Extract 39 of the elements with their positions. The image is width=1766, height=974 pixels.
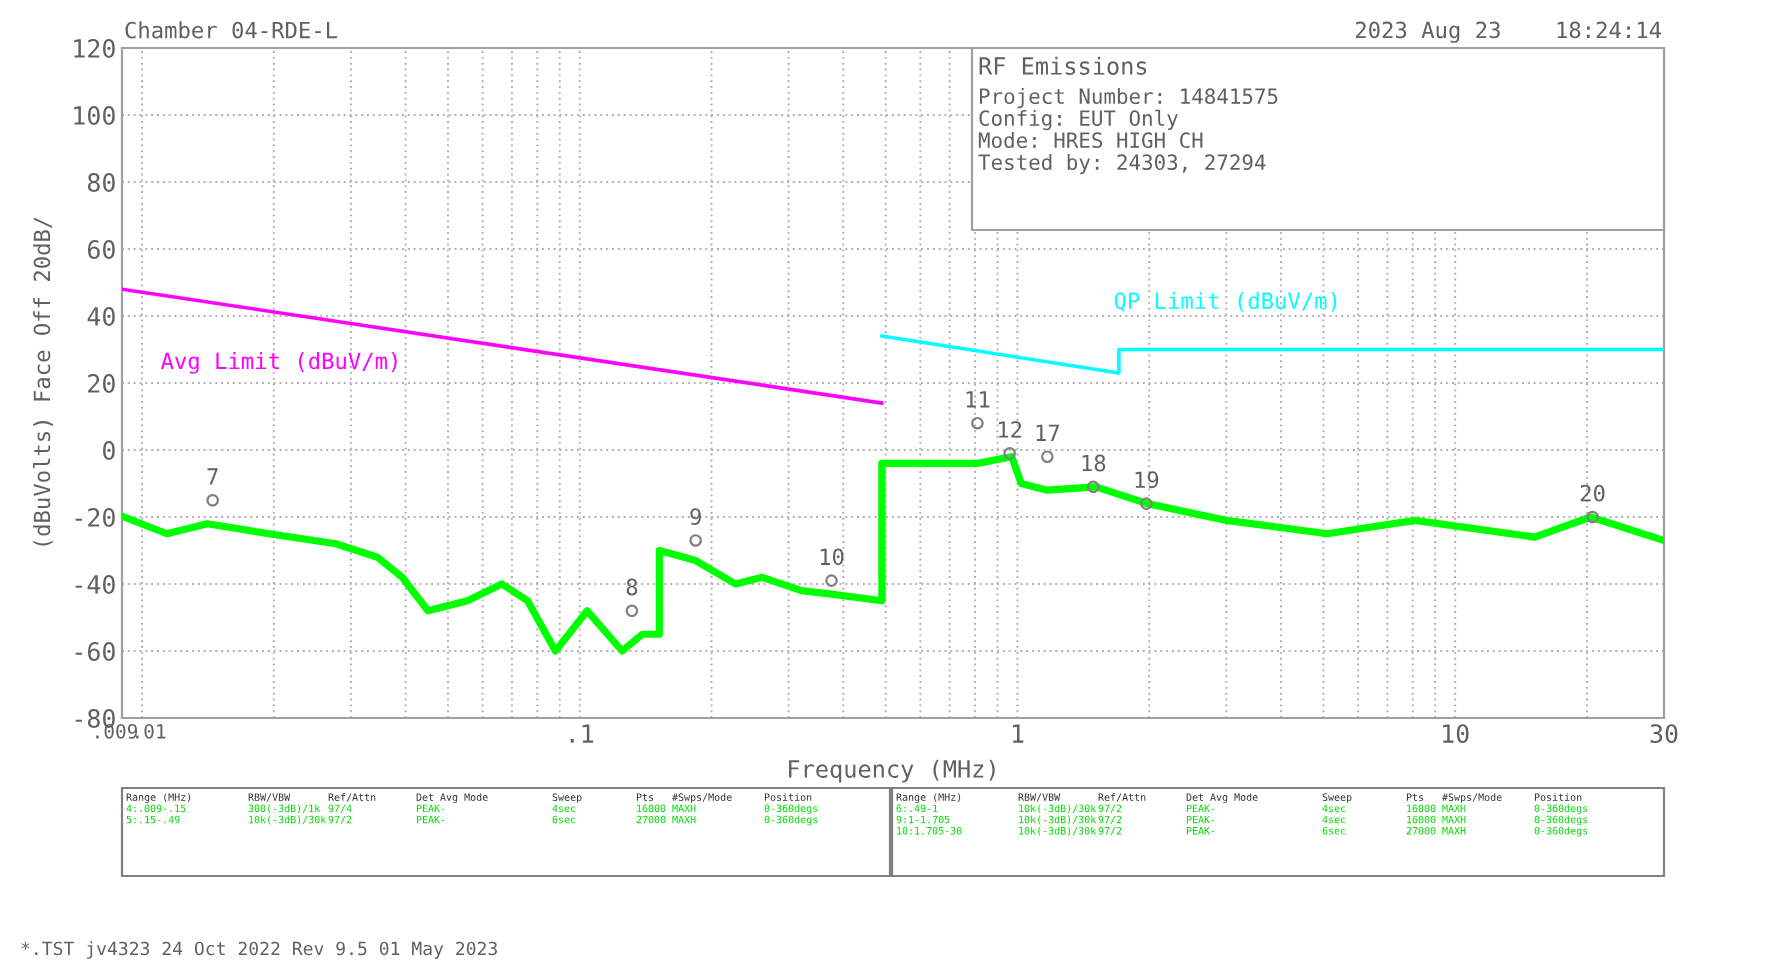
y-axis-title: (dBuVolts) Face Off 20dB/ [33, 217, 53, 546]
annotation: 19 [1135, 471, 1159, 489]
annotation: 17 [1036, 424, 1059, 441]
annotation: Tested by: 24303, 27294 [978, 153, 1266, 175]
annotation: Project Number: 14841575 [980, 87, 1278, 109]
x-axis-title: Frequency (MHz) [789, 759, 995, 783]
annotation: 18 [1082, 454, 1106, 472]
x-tick-label: 1 [1012, 724, 1024, 743]
x-tick-label: 30 [1650, 724, 1678, 744]
text: 2023 Aug 23 18:24:14 [1355, 21, 1661, 43]
y-tick-label: 60 [87, 240, 115, 259]
y-tick-label: 100 [74, 106, 115, 125]
x-tick-label: 10 [1443, 724, 1469, 744]
annotation: Config: EUT Only [979, 109, 1178, 131]
chart-title: RF Emissions [979, 56, 1147, 75]
annotation: Mode: HRES HIGH CH [978, 131, 1203, 149]
text: *.TST jv4323 24 Oct 2022 Rev 9.5 01 May 2023 [21, 941, 497, 959]
annotation: 8 [626, 578, 638, 596]
text: Chamber 04-RDE-L [125, 21, 338, 39]
annotation: 20 [1580, 484, 1605, 502]
series-label: Avg Limit (dBuV/m) [160, 352, 397, 374]
y-tick-label: 40 [87, 307, 115, 326]
annotation: 9 [690, 508, 701, 526]
y-tick-label: -80 [75, 709, 115, 728]
y-tick-label: -60 [75, 642, 115, 661]
annotation: 12 [998, 421, 1022, 438]
x-tick-label: .009 [96, 724, 138, 739]
y-tick-label: -40 [75, 575, 115, 594]
annotation: 11 [966, 391, 990, 408]
y-tick-label: 80 [87, 173, 115, 192]
x-tick-label: .1 [570, 724, 594, 743]
y-tick-label: -20 [75, 508, 115, 527]
x-tick-label: .01 [136, 724, 166, 739]
y-tick-label: 0 [103, 441, 115, 460]
series-label: QP Limit (dBuV/m) [1114, 291, 1337, 312]
annotation: 10 [820, 548, 844, 566]
y-tick-label: 120 [74, 39, 115, 58]
y-tick-label: 20 [88, 374, 115, 393]
annotation: 7 [207, 468, 218, 485]
